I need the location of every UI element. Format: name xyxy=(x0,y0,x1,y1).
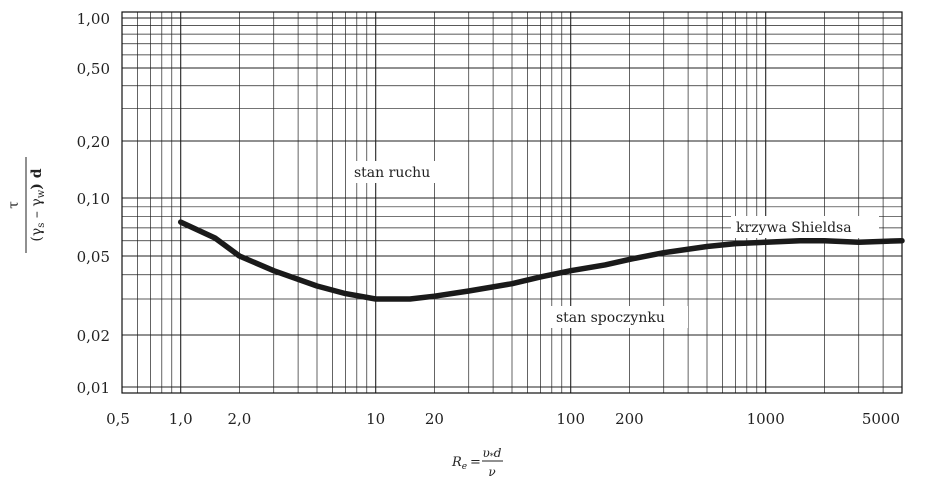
plot-frame xyxy=(121,11,903,394)
svg-text:(γs – γw) d: (γs – γw) d xyxy=(29,168,47,241)
x-tick-label: 5000 xyxy=(862,410,900,428)
x-tick-label: 1000 xyxy=(747,410,785,428)
svg-text:υ*d: υ*d xyxy=(483,446,502,461)
x-tick-label: 2,0 xyxy=(227,410,251,428)
x-tick-label: 200 xyxy=(615,410,644,428)
y-tick-label: 1,00 xyxy=(77,10,110,28)
y-tick-label: 0,20 xyxy=(77,133,110,151)
svg-text:ν: ν xyxy=(488,465,495,479)
grid-minor-lines xyxy=(121,12,903,393)
shields-curve-line xyxy=(177,219,905,302)
x-axis-label: Re = υ*d ν xyxy=(451,446,503,479)
x-tick-label: 1,0 xyxy=(169,410,193,428)
y-tick-label: 0,50 xyxy=(77,60,110,78)
upper-region-label: stan ruchu xyxy=(354,165,430,181)
y-tick-label: 0,01 xyxy=(77,379,110,397)
svg-text:τ: τ xyxy=(6,201,22,209)
x-tick-label: 20 xyxy=(425,410,444,428)
y-tick-labels: 1,00 0,50 0,20 0,10 0,05 0,02 0,01 xyxy=(77,10,110,397)
svg-text:=: = xyxy=(470,455,481,470)
x-tick-label: 10 xyxy=(366,410,385,428)
y-tick-label: 0,05 xyxy=(77,248,110,266)
y-axis-label: τ (γs – γw) d xyxy=(6,157,47,253)
lower-region-label: stan spoczynku xyxy=(556,310,665,326)
curve-label: krzywa Shieldsa xyxy=(736,220,852,236)
x-tick-labels: 0,5 1,0 2,0 10 20 100 200 1000 5000 xyxy=(106,410,900,428)
x-tick-label: 0,5 xyxy=(106,410,130,428)
svg-text:Re: Re xyxy=(451,455,467,472)
x-tick-label: 100 xyxy=(556,410,585,428)
y-tick-label: 0,02 xyxy=(77,327,110,345)
y-tick-label: 0,10 xyxy=(77,190,110,208)
grid-major-lines xyxy=(122,12,902,393)
